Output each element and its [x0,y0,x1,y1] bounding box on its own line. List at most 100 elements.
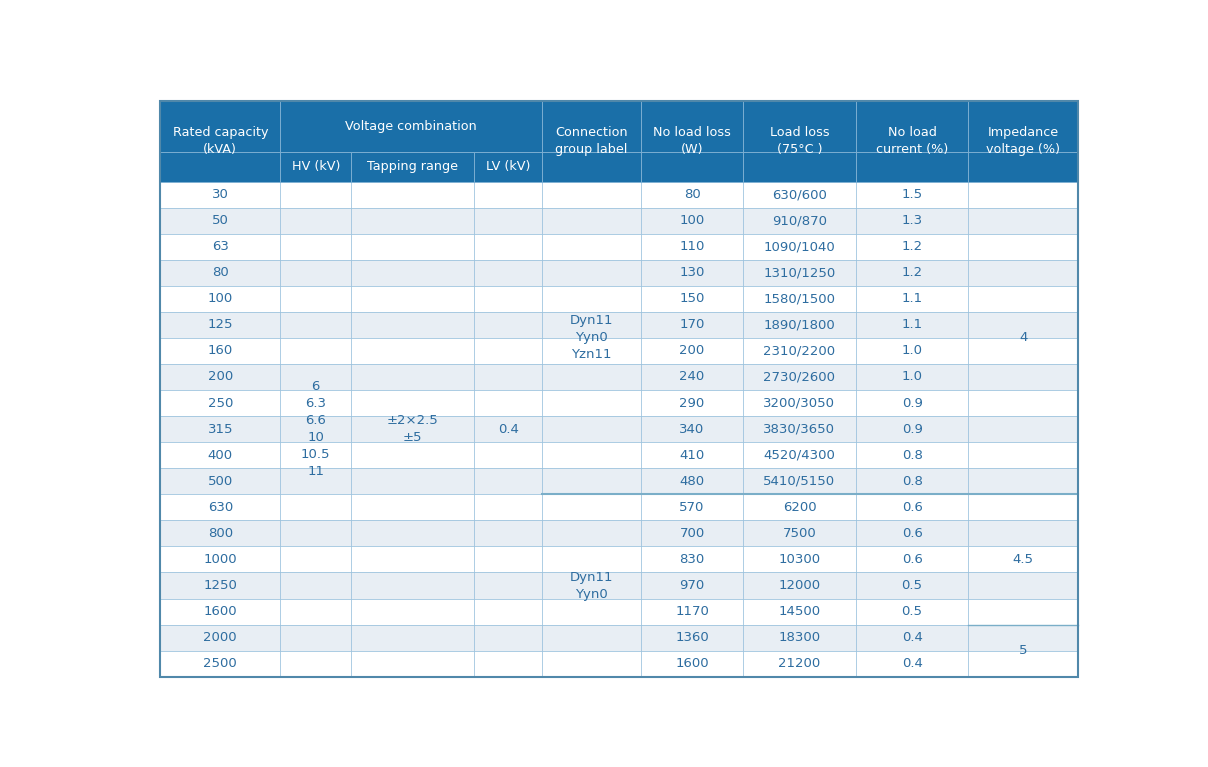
Text: 3200/3050: 3200/3050 [763,397,836,410]
Bar [855,312,969,338]
Text: 1.2: 1.2 [901,240,923,253]
Text: Rated capacity
(kVA): Rated capacity (kVA) [173,127,268,156]
Text: 570: 570 [679,501,704,514]
Text: 400: 400 [208,449,233,462]
Text: 240: 240 [679,370,704,384]
Bar [969,234,1078,260]
Bar [542,598,641,624]
Bar [161,546,280,572]
Bar [641,101,743,152]
Bar [352,598,475,624]
Text: 250: 250 [208,397,233,410]
Text: 1170: 1170 [675,605,709,618]
Bar [475,364,542,390]
Bar [475,286,542,312]
Bar [542,650,641,676]
Bar [542,494,641,520]
Text: 200: 200 [208,370,233,384]
Bar [855,390,969,416]
Text: 18300: 18300 [778,631,820,644]
Text: 1.1: 1.1 [901,318,923,331]
Text: 2500: 2500 [203,657,237,670]
Bar [280,416,352,442]
Bar [161,468,280,494]
Bar [352,520,475,546]
Text: ±2×2.5
±5: ±2×2.5 ±5 [387,414,439,444]
Bar [743,101,855,152]
Bar [475,390,542,416]
Bar [969,468,1078,494]
Text: 130: 130 [679,266,704,279]
Text: 830: 830 [679,553,704,566]
Bar [352,286,475,312]
Text: 80: 80 [211,266,228,279]
Bar [475,598,542,624]
Bar [542,286,641,312]
Bar [855,442,969,468]
Text: 6
6.3
6.6
10
10.5
11: 6 6.3 6.6 10 10.5 11 [301,380,331,478]
Bar [641,312,743,338]
Text: 0.4: 0.4 [901,657,923,670]
Bar [542,234,641,260]
Bar [969,442,1078,468]
Text: 1000: 1000 [203,553,237,566]
Bar [542,312,641,338]
Text: 0.6: 0.6 [901,553,923,566]
Text: 970: 970 [679,579,704,592]
Bar [969,520,1078,546]
Bar [475,260,542,286]
Bar [641,624,743,650]
Bar [855,152,969,182]
Bar [969,364,1078,390]
Text: 1600: 1600 [203,605,237,618]
Bar [475,152,542,182]
Bar [280,152,352,182]
Bar [641,338,743,364]
Bar [969,208,1078,234]
Bar [743,624,855,650]
Text: 1.5: 1.5 [901,188,923,201]
Bar [161,260,280,286]
Bar [743,260,855,286]
Bar [280,312,352,338]
Bar [969,598,1078,624]
Bar [475,520,542,546]
Bar [475,650,542,676]
Bar [161,572,280,598]
Text: 125: 125 [208,318,233,331]
Bar [641,286,743,312]
Bar [352,152,475,182]
Bar [969,101,1078,152]
Bar [475,494,542,520]
Bar [542,260,641,286]
Bar [352,546,475,572]
Text: 200: 200 [679,344,704,357]
Bar [641,520,743,546]
Text: 0.4: 0.4 [498,423,518,436]
Text: No load loss
(W): No load loss (W) [654,127,731,156]
Bar [743,234,855,260]
Text: 160: 160 [208,344,233,357]
Text: 410: 410 [679,449,704,462]
Text: Dyn11
Yyn0
Yzn11: Dyn11 Yyn0 Yzn11 [570,314,614,361]
Bar [542,572,641,598]
Bar [352,182,475,208]
Bar [161,152,280,182]
Bar [161,390,280,416]
Bar [969,182,1078,208]
Bar [542,624,641,650]
Bar [352,442,475,468]
Bar [475,546,542,572]
Bar [542,182,641,208]
Bar [542,364,641,390]
Text: 4.5: 4.5 [1012,553,1034,566]
Bar [969,572,1078,598]
Bar [855,208,969,234]
Text: 700: 700 [679,527,704,540]
Bar [161,598,280,624]
Bar [280,598,352,624]
Bar [855,234,969,260]
Bar [743,312,855,338]
Bar [743,208,855,234]
Bar [280,468,352,494]
